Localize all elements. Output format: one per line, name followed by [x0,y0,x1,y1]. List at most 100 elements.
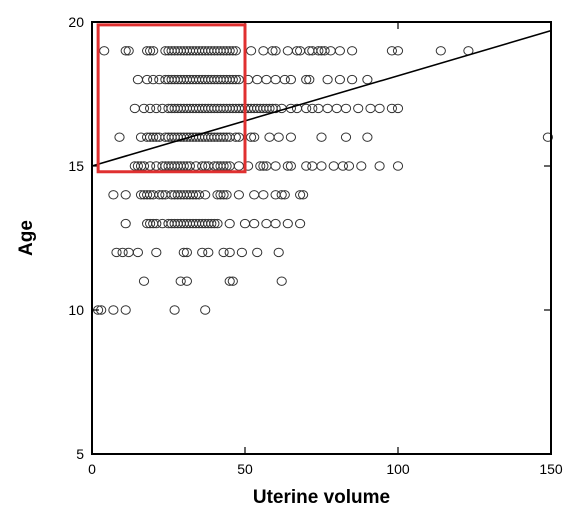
data-point [264,132,275,142]
data-point [230,74,241,85]
data-point [206,218,217,229]
data-point [145,218,156,229]
data-point [218,190,229,200]
y-tick-label: 20 [68,14,84,30]
data-point [132,161,143,171]
data-point [230,132,241,142]
data-point [233,132,244,142]
data-point [282,218,293,229]
data-point [200,305,211,315]
data-point [285,161,296,171]
data-point [123,247,134,258]
data-point [148,132,159,142]
data-point [120,305,131,315]
data-point [108,305,119,315]
data-point [258,46,269,56]
highlight-box [96,23,247,174]
data-point [175,276,186,286]
data-point [374,161,385,171]
data-point [215,190,226,200]
data-point [340,132,352,142]
data-point [252,247,263,258]
data-point [295,218,306,229]
y-tick-label: 15 [68,158,84,174]
data-point [142,190,153,200]
data-point [362,132,373,142]
data-point [249,132,260,142]
data-point [261,218,272,229]
data-point [233,161,244,171]
data-point [279,190,290,200]
x-tick-label: 50 [237,461,253,477]
data-point [145,161,156,171]
data-point [120,46,131,56]
data-point [386,103,397,114]
data-point [142,46,153,56]
data-point [145,103,156,114]
data-point [151,218,162,229]
data-point [236,247,247,258]
data-point [542,132,554,142]
data-point [392,103,404,114]
data-point [151,103,162,114]
axis-ticks: 0 50 100 150 5 10 15 20 [68,14,562,477]
data-point [270,46,281,56]
data-point [270,74,281,85]
data-point [301,74,312,85]
data-point [123,46,134,56]
data-point [209,218,220,229]
data-point [224,218,235,229]
data-point [221,190,232,200]
data-point [273,132,284,142]
data-point [120,218,131,229]
data-point [169,305,180,315]
data-point [200,190,211,200]
data-point [249,218,260,229]
data-point [282,161,293,171]
plot-area-frame [91,21,552,455]
data-point [334,46,345,56]
data-point [197,247,208,258]
data-point [392,46,404,56]
data-point [230,46,241,56]
data-point [249,190,260,200]
data-point [224,46,235,56]
data-point [322,74,333,85]
data-point [386,46,397,56]
data-point [270,161,281,171]
data-point [285,74,296,85]
data-point [255,161,266,171]
data-point [285,132,296,142]
data-point [313,46,324,56]
data-point [362,74,373,85]
data-point [343,161,355,171]
data-point [258,161,269,171]
data-point [301,161,312,171]
data-point [316,132,327,142]
data-point [316,161,327,171]
data-point [337,161,348,171]
data-point [279,74,290,85]
data-point [212,218,223,229]
data-point [178,247,189,258]
data-point [304,74,315,85]
data-point [99,46,110,56]
data-point [365,103,376,114]
data-point [340,103,352,114]
data-point [224,247,235,258]
data-point [154,190,165,200]
y-axis-title: Age [16,220,37,256]
data-point [187,190,199,200]
data-point [347,74,358,85]
data-point [148,46,159,56]
data-point [197,161,208,171]
data-point [273,247,284,258]
data-point [194,190,205,200]
data-point [356,161,367,171]
data-point [145,46,156,56]
data-point [221,161,232,171]
data-point [261,74,272,85]
data-point [227,46,238,56]
data-point [307,103,318,114]
